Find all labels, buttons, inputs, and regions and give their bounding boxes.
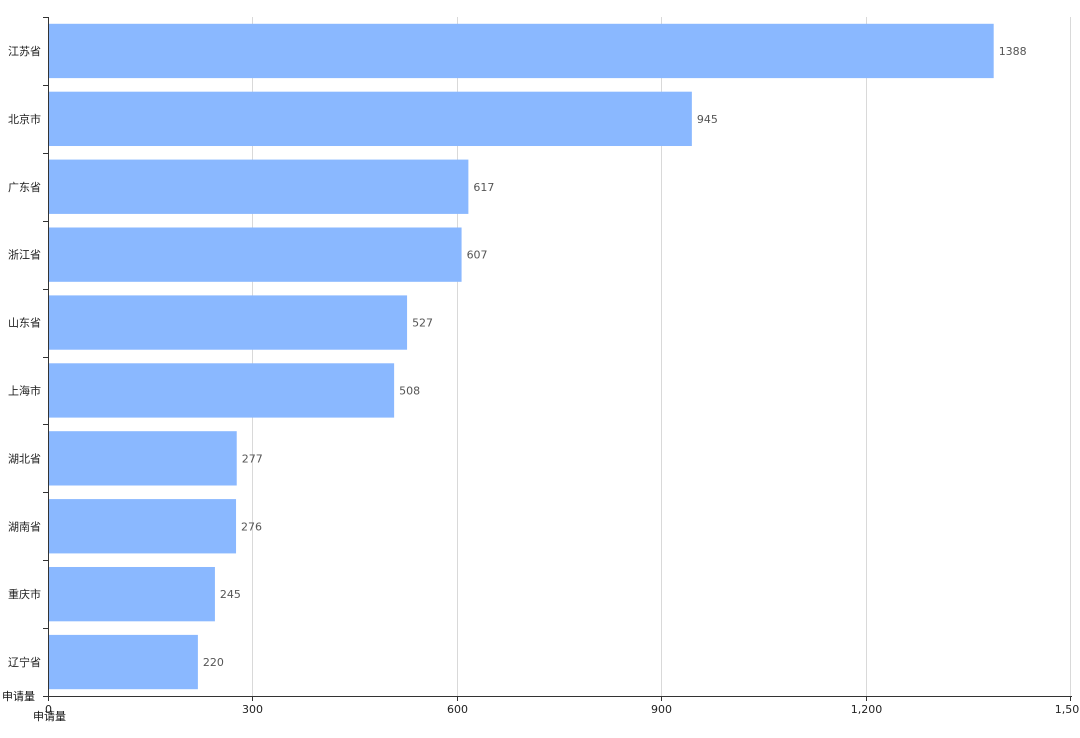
category-label: 广东省: [8, 181, 41, 194]
value-label: 527: [412, 317, 433, 330]
label-layer: 0 300 600 900 1,200 1,500 江苏省 1388 北京市 945 广东省 617 浙…: [8, 45, 1080, 716]
value-label: 276: [241, 520, 262, 533]
value-label: 607: [467, 249, 488, 262]
value-label: 945: [697, 113, 718, 126]
axis-layer: [43, 17, 1072, 701]
category-label: 北京市: [8, 112, 41, 126]
category-label: 湖南省: [8, 520, 41, 533]
category-label: 上海市: [8, 383, 41, 397]
x-axis-title: 申请量: [33, 710, 66, 723]
value-label: 245: [220, 588, 241, 601]
x-tick-label: 0: [45, 703, 52, 716]
bar: [49, 159, 469, 214]
bar-layer: [49, 23, 994, 690]
x-tick-label: 1,200: [851, 703, 883, 716]
value-label: 220: [203, 656, 224, 669]
bar: [49, 295, 408, 350]
value-label: 508: [399, 384, 420, 397]
category-label: 山东省: [8, 317, 41, 330]
value-label: 617: [473, 181, 494, 194]
bar: [49, 634, 198, 690]
category-label: 辽宁省: [8, 655, 41, 669]
bar: [49, 499, 237, 554]
bar: [49, 91, 692, 147]
value-label: 1388: [999, 45, 1027, 58]
category-label: 湖北省: [8, 452, 41, 465]
x-tick-label: 300: [242, 703, 263, 716]
category-label: 浙江省: [8, 249, 41, 262]
x-tick-label: 900: [651, 703, 672, 716]
bar: [49, 227, 462, 282]
value-label: 277: [242, 452, 263, 465]
bar: [49, 363, 395, 418]
category-label: 重庆市: [8, 587, 41, 601]
bar: [49, 23, 994, 79]
bar: [49, 431, 237, 486]
category-label: 江苏省: [8, 45, 41, 58]
y-axis-title: 申请量: [2, 690, 35, 703]
bar: [49, 566, 215, 622]
x-tick-label: 600: [447, 703, 468, 716]
x-tick-label: 1,500: [1055, 703, 1080, 716]
